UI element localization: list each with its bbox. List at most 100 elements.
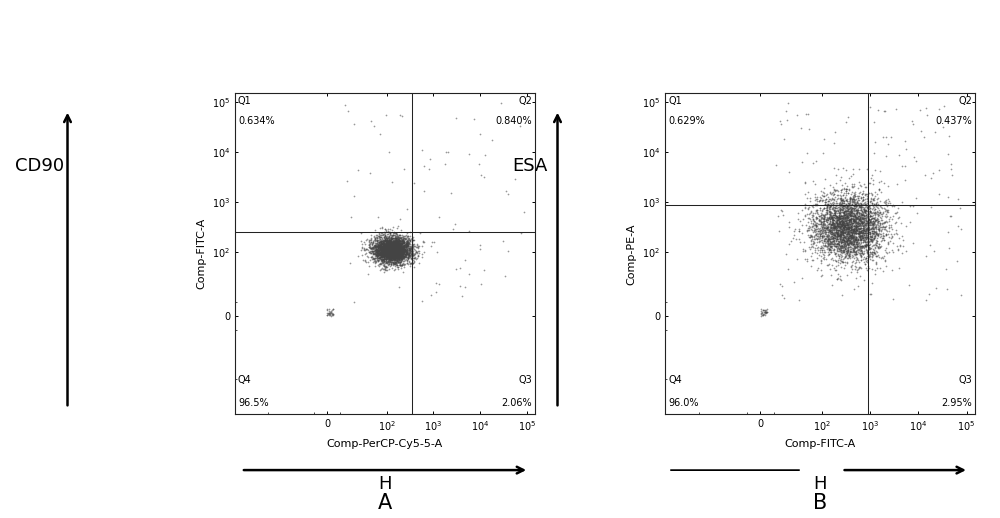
Point <box>855 229 871 237</box>
Point <box>865 222 881 231</box>
Point <box>375 243 391 251</box>
Point <box>388 235 404 243</box>
Point <box>831 234 847 242</box>
Point <box>850 199 866 207</box>
Point <box>813 209 829 217</box>
Point <box>406 257 422 265</box>
Point <box>831 210 847 219</box>
Point <box>832 236 848 244</box>
Point <box>834 242 850 251</box>
Point <box>390 253 406 261</box>
Point <box>878 199 894 208</box>
Point <box>423 242 439 250</box>
Point <box>827 224 843 233</box>
Point <box>383 246 399 254</box>
Point <box>374 256 390 265</box>
Point <box>372 242 388 251</box>
Point <box>391 251 407 260</box>
Point <box>372 251 388 260</box>
Point <box>872 223 888 231</box>
Point <box>379 244 395 253</box>
Point <box>415 237 431 246</box>
Point <box>387 238 403 246</box>
Point <box>823 208 839 216</box>
Point <box>384 239 400 248</box>
Point <box>834 235 850 243</box>
Point <box>381 233 397 241</box>
Point <box>385 245 401 253</box>
Point <box>388 257 404 265</box>
Point <box>858 254 874 263</box>
Point <box>851 221 867 229</box>
Point <box>871 225 887 234</box>
Point <box>387 249 403 257</box>
Point <box>858 254 874 262</box>
Point <box>802 223 818 231</box>
Point <box>405 241 421 249</box>
Point <box>399 248 415 256</box>
Point <box>819 224 835 232</box>
Point <box>846 232 862 240</box>
Point <box>375 237 391 246</box>
Point <box>382 251 398 259</box>
Point <box>832 218 848 226</box>
Point <box>846 228 862 236</box>
Point <box>835 209 851 218</box>
Point <box>837 200 853 209</box>
Point <box>835 229 851 237</box>
Point <box>827 211 843 219</box>
Point <box>383 256 399 264</box>
Point <box>431 213 447 221</box>
Point <box>371 242 387 250</box>
Point <box>855 250 871 258</box>
Point <box>398 252 414 261</box>
Point <box>846 191 862 199</box>
Point <box>817 200 833 208</box>
Point <box>372 249 388 257</box>
Point <box>823 212 839 220</box>
Point <box>377 263 393 271</box>
Point <box>847 200 863 208</box>
Point <box>853 224 869 233</box>
Point <box>808 230 824 238</box>
Point <box>388 251 404 260</box>
Point <box>833 211 849 220</box>
Point <box>890 246 906 254</box>
Point <box>837 244 853 253</box>
Point <box>840 233 856 241</box>
Point <box>383 233 399 241</box>
Point <box>386 237 402 246</box>
Point <box>385 246 401 254</box>
Point <box>830 250 846 258</box>
Point <box>831 213 847 222</box>
Point <box>384 243 400 251</box>
Point <box>383 234 399 242</box>
Point <box>834 227 850 236</box>
Point <box>873 242 889 251</box>
Point <box>835 239 851 248</box>
Point <box>867 201 883 209</box>
Point <box>816 212 832 220</box>
Point <box>870 251 886 260</box>
Point <box>847 235 863 243</box>
Point <box>384 235 400 243</box>
Point <box>386 248 402 256</box>
Point <box>825 233 841 241</box>
Point <box>388 241 404 249</box>
Point <box>856 235 872 243</box>
Point <box>829 246 845 254</box>
Point <box>881 224 897 232</box>
Point <box>806 226 822 234</box>
Point <box>391 243 407 251</box>
Point <box>390 236 406 244</box>
Point <box>370 243 386 252</box>
Point <box>844 232 860 240</box>
Point <box>383 233 399 241</box>
Point <box>853 252 869 260</box>
Point <box>374 239 390 248</box>
Point <box>388 243 404 252</box>
Point <box>394 248 410 256</box>
Point <box>842 231 858 239</box>
Point <box>838 225 854 233</box>
Point <box>383 249 399 257</box>
